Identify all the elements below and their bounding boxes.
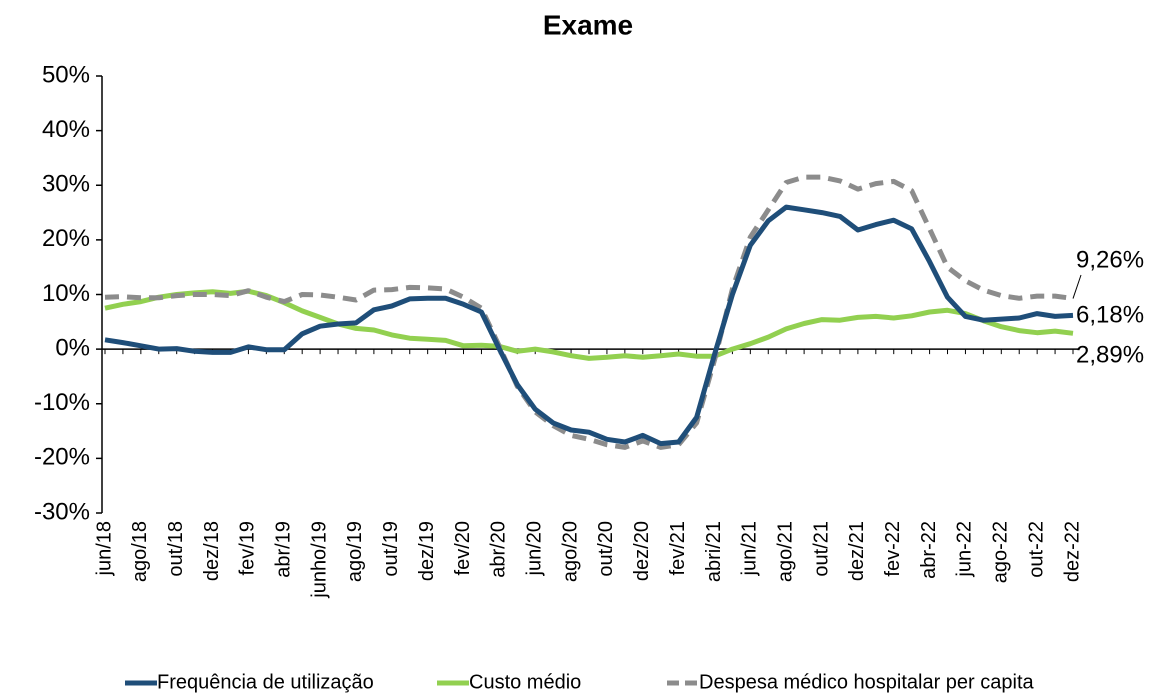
y-tick-label: -20% — [34, 444, 90, 471]
x-tick-label: ago/19 — [344, 521, 366, 582]
x-tick-label: abri/21 — [703, 521, 725, 582]
x-tick-label: dez/19 — [416, 521, 438, 581]
x-tick-label: jun/20 — [524, 521, 546, 577]
x-tick-label: out/19 — [380, 521, 402, 577]
y-tick-label: 40% — [42, 116, 90, 143]
y-tick-label: -10% — [34, 389, 90, 416]
x-tick-label: dez/18 — [201, 521, 223, 581]
x-tick-label: jun-22 — [954, 521, 976, 578]
y-tick-label: 0% — [55, 334, 90, 361]
x-tick-label: fev/19 — [237, 521, 259, 575]
x-tick-label: dez-22 — [1061, 521, 1083, 582]
x-tick-label: junho/19 — [308, 521, 330, 599]
y-tick-label: 30% — [42, 171, 90, 198]
y-tick-label: 20% — [42, 225, 90, 252]
leader-line — [1072, 274, 1082, 299]
series-line — [104, 204, 1074, 447]
chart-title: Exame — [543, 9, 633, 40]
x-tick-label: out/21 — [810, 521, 832, 577]
x-tick-label: ago/21 — [774, 521, 796, 582]
x-tick-label: ago-22 — [990, 521, 1012, 583]
y-tick-label: 50% — [42, 61, 90, 88]
legend-label: Frequência de utilização — [157, 671, 374, 693]
data-label: 2,89% — [1076, 341, 1144, 368]
x-tick-label: out/18 — [165, 521, 187, 577]
x-tick-label: abr/20 — [488, 521, 510, 578]
x-tick-label: out-22 — [1025, 521, 1047, 578]
legend-label: Despesa médico hospitalar per capita — [699, 671, 1035, 693]
x-tick-label: ago/18 — [129, 521, 151, 582]
data-label: 9,26% — [1076, 246, 1144, 273]
series-line — [104, 174, 1074, 450]
x-tick-label: dez/21 — [846, 521, 868, 581]
x-tick-label: jun/21 — [739, 521, 761, 577]
x-tick-label: out/20 — [595, 521, 617, 577]
x-tick-label: abr/19 — [273, 521, 295, 578]
x-tick-label: jun/18 — [93, 521, 115, 577]
x-tick-label: fev-22 — [882, 521, 904, 577]
y-tick-label: 10% — [42, 280, 90, 307]
y-tick-label: -30% — [34, 498, 90, 525]
x-tick-label: dez/20 — [631, 521, 653, 581]
x-tick-label: ago/20 — [559, 521, 581, 582]
data-label: 6,18% — [1076, 301, 1144, 328]
legend-label: Custo médio — [469, 671, 581, 693]
x-tick-label: fev/21 — [667, 521, 689, 575]
x-tick-label: fev/20 — [452, 521, 474, 575]
x-tick-label: abr-22 — [918, 521, 940, 579]
